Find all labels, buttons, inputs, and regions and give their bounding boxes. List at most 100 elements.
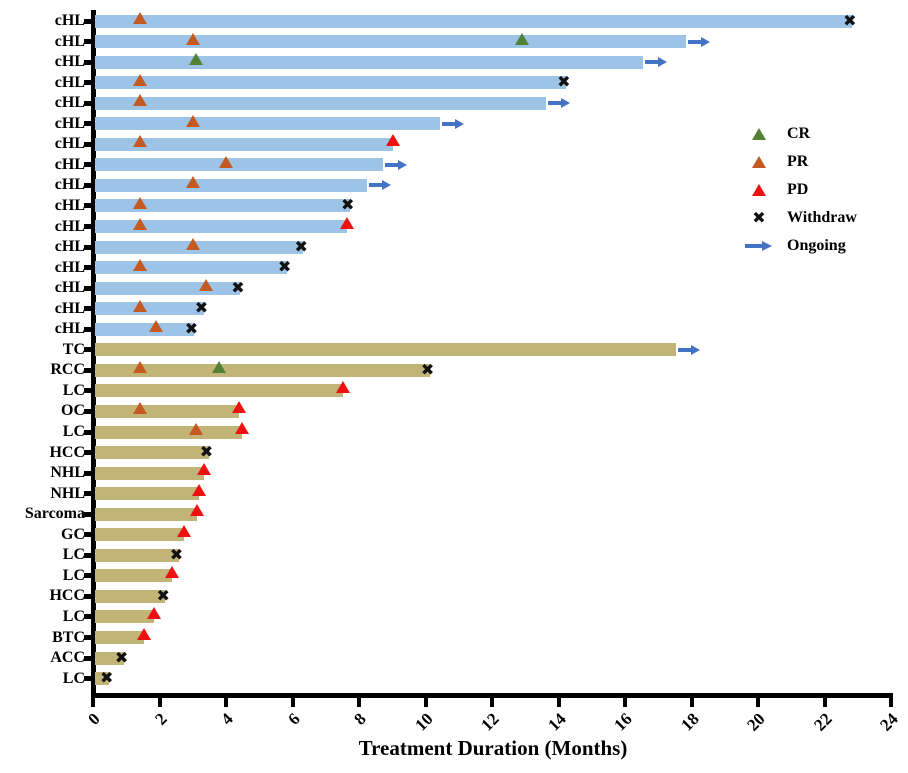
pr-legend-marker-icon [744,148,774,176]
swimmer-bar [95,55,643,69]
pd-marker-icon [190,504,205,517]
y-axis-label: cHL [54,135,85,153]
row-tick [84,18,91,24]
y-axis-label: LC [62,381,85,399]
x-tick [623,698,627,707]
y-axis-label: LC [62,607,85,625]
x-tick [423,698,428,707]
ongoing-legend-marker-icon [744,232,774,260]
legend-label: CR [787,125,811,142]
withdraw-marker-icon: ✖ [194,298,209,318]
y-axis-label: cHL [54,155,85,173]
swimmer-bar [95,117,440,131]
pr-marker-icon [132,135,147,148]
legend-label: Ongoing [787,237,846,254]
ongoing-arrowhead-icon [561,98,571,109]
pr-marker-icon [185,238,200,251]
ongoing-arrow-icon [677,347,691,352]
pd-marker-icon [165,565,180,578]
row-tick [84,285,91,291]
y-axis-label: LC [62,669,85,687]
pd-marker-icon [196,463,211,476]
pr-marker-icon [132,73,147,86]
swimmer-bar [95,631,144,644]
y-axis-label: cHL [54,320,85,338]
pr-marker-icon [185,32,200,45]
pr-marker-icon [132,299,147,312]
pd-marker-icon [336,380,351,393]
row-tick [84,162,91,168]
ongoing-arrow-icon [441,121,455,126]
y-axis-label: BTC [52,628,85,646]
swimmer-bar [95,672,109,686]
row-tick [84,39,91,45]
ongoing-arrow-icon [548,101,562,106]
pr-marker-icon [199,279,214,292]
row-tick [84,532,91,538]
x-tick [490,698,494,707]
swimmer-bar [95,384,344,398]
row-tick [84,306,91,312]
arrow-icon [745,244,762,248]
pr-marker-icon [219,155,233,168]
swimmer-bar [95,651,124,665]
pd-marker-icon [231,401,246,414]
x-axis-title: Treatment Duration (Months) [358,736,628,760]
x-tick [290,698,295,707]
x-tick [756,698,760,707]
ongoing-arrowhead-icon [690,344,700,355]
swimmer-bar [95,76,567,90]
y-axis-label: cHL [54,238,85,256]
x-tick [822,698,827,707]
ongoing-arrow-icon [385,162,399,167]
row-tick [84,80,91,86]
swimmer-bar [95,425,242,439]
swimmer-bar [95,548,179,562]
pr-marker-icon [132,12,147,24]
withdraw-legend-marker-icon: ✖ [744,204,774,232]
y-axis-label: cHL [54,258,85,276]
y-axis-label: GC [61,525,85,543]
legend: CR PR PD ✖ Withdraw Ongoing [744,120,857,260]
swimmer-bar [95,487,199,501]
y-axis [91,10,96,698]
triangle-icon [752,128,766,140]
y-axis-label: cHL [54,196,85,214]
pr-marker-icon [132,217,147,230]
withdraw-marker-icon: ✖ [341,195,355,215]
ongoing-arrowhead-icon [454,118,464,129]
row-tick [84,635,91,640]
ongoing-arrowhead-icon [381,180,391,191]
x-tick [689,698,694,707]
pr-marker-icon [132,361,147,374]
swimmer-bar [95,569,173,583]
swimmer-bar [95,14,853,28]
x-axis [91,693,893,698]
row-tick [84,203,91,209]
pr-marker-icon [185,114,200,127]
row-tick [84,470,91,476]
y-axis-label: cHL [54,217,85,235]
pd-marker-icon [191,483,206,496]
pd-marker-icon [386,134,401,147]
ongoing-arrowhead-icon [657,57,667,68]
row-tick [84,429,91,435]
arrowhead-icon [762,241,772,251]
cr-legend-marker-icon [744,120,774,148]
swimmer-bar [95,404,239,418]
swimmer-bar [95,363,430,377]
pd-marker-icon [176,524,191,537]
y-axis-label: LC [62,423,85,440]
y-axis-label: RCC [50,361,85,379]
y-axis-label: cHL [54,299,85,317]
swimmer-bar [95,528,184,542]
pd-marker-icon [146,606,161,619]
x-tick [91,698,95,707]
y-axis-label: cHL [54,94,85,112]
y-axis-label: LC [62,546,85,564]
swimmer-bar [95,302,204,316]
ongoing-arrowhead-icon [398,159,408,170]
legend-item: ✖ Withdraw [744,204,857,232]
swimmer-bar [95,178,367,192]
swimmer-bar [95,466,204,480]
